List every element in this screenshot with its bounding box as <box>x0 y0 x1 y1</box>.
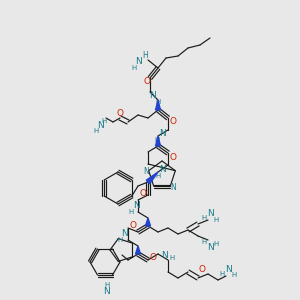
Text: N: N <box>136 58 142 67</box>
Text: H: H <box>93 128 99 134</box>
Text: N: N <box>159 130 165 139</box>
Polygon shape <box>146 172 158 184</box>
Text: H: H <box>231 272 237 278</box>
Text: N: N <box>143 167 148 176</box>
Text: N: N <box>148 92 155 100</box>
Text: N: N <box>207 244 213 253</box>
Text: H: H <box>155 173 160 179</box>
Text: N: N <box>160 166 167 175</box>
Text: H: H <box>201 239 207 245</box>
Text: H: H <box>213 241 219 247</box>
Text: O: O <box>149 254 157 262</box>
Text: H: H <box>169 255 175 261</box>
Text: N: N <box>133 202 140 211</box>
Polygon shape <box>136 246 140 254</box>
Text: O: O <box>169 118 176 127</box>
Text: H: H <box>213 217 219 223</box>
Polygon shape <box>146 218 151 226</box>
Text: O: O <box>169 152 176 161</box>
Text: H: H <box>131 65 136 71</box>
Text: H: H <box>154 137 160 143</box>
Text: O: O <box>116 110 124 118</box>
Text: O: O <box>130 221 136 230</box>
Polygon shape <box>155 136 160 146</box>
Text: N: N <box>207 209 213 218</box>
Text: H: H <box>219 271 225 277</box>
Text: H: H <box>201 215 207 221</box>
Text: H: H <box>142 52 148 61</box>
Text: H: H <box>117 237 123 243</box>
Text: N: N <box>103 286 110 296</box>
Text: O: O <box>143 77 151 86</box>
Text: H: H <box>155 99 160 105</box>
Text: H: H <box>104 282 110 288</box>
Text: N: N <box>225 266 231 274</box>
Polygon shape <box>155 100 160 110</box>
Text: O: O <box>199 266 206 274</box>
Text: N: N <box>122 230 128 238</box>
Text: N: N <box>97 122 104 130</box>
Text: N: N <box>162 251 168 260</box>
Text: H: H <box>128 209 134 215</box>
Text: N: N <box>170 183 176 192</box>
Text: O: O <box>140 188 146 197</box>
Text: H: H <box>101 118 106 124</box>
